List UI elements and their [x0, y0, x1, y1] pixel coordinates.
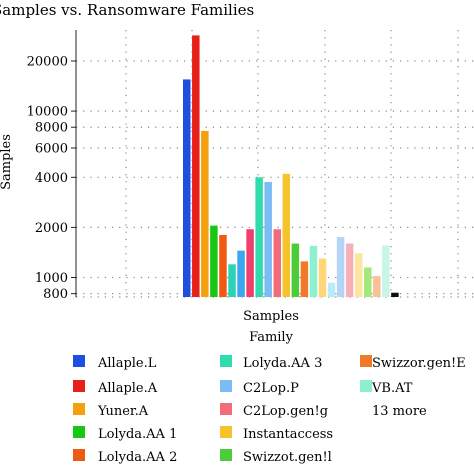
- bar-allaple-a: [192, 35, 200, 298]
- legend: Allaple.L Allaple.A Yuner.A Lolyda.AA 1 Loly…: [73, 355, 466, 465]
- legend-label: VB.AT: [371, 381, 413, 396]
- legend-label: C2Lop.gen!g: [243, 404, 328, 419]
- bar-c2lop-p: [264, 181, 272, 297]
- bar-family-7: [237, 250, 245, 297]
- chart-title: Samples vs. Ransomware Families: [0, 1, 254, 19]
- y-tick-label: 6000: [35, 142, 68, 157]
- legend-swatch: [360, 355, 372, 367]
- bar-c2lop-gen-g: [273, 229, 281, 297]
- bar-series: [183, 35, 399, 298]
- bar-family-24: [391, 292, 399, 297]
- legend-swatch: [220, 380, 232, 392]
- legend-label: Swizzor.gen!E: [372, 356, 466, 371]
- bar-family-21: [364, 267, 372, 297]
- legend-label: C2Lop.P: [243, 381, 299, 396]
- legend-swatch: [220, 355, 232, 367]
- bar-family-16: [318, 258, 327, 297]
- bar-family-18: [336, 237, 345, 297]
- bar-family-23: [382, 245, 390, 297]
- bar-lolyda-aa-2: [219, 235, 227, 297]
- legend-label: Swizzot.gen!l: [243, 450, 332, 465]
- y-axis-label: Samples: [0, 134, 14, 190]
- y-tick-label: 10000: [27, 105, 68, 120]
- legend-swatch: [220, 426, 232, 438]
- legend-label: Instantaccess: [243, 427, 333, 442]
- bar-family-6: [228, 264, 236, 297]
- bar-family-19: [345, 243, 354, 297]
- y-tick-label: 800: [43, 287, 68, 302]
- bar-family-22: [373, 276, 381, 297]
- bar-family-8: [246, 229, 254, 297]
- bar-lolyda-aa-3: [255, 177, 263, 297]
- legend-label: Lolyda.AA 2: [98, 450, 177, 465]
- gridlines: [76, 30, 474, 298]
- legend-swatch: [73, 380, 85, 392]
- legend-label: Allaple.A: [97, 381, 158, 396]
- y-tick-label: 8000: [35, 121, 68, 136]
- y-tick-label: 20000: [27, 55, 68, 70]
- legend-swatch: [220, 449, 232, 461]
- legend-more-label: 13 more: [372, 404, 427, 419]
- x-axis-label: Samples: [243, 309, 299, 324]
- legend-swatch: [220, 403, 232, 415]
- bar-yuner-a: [201, 130, 209, 297]
- y-tick-label: 1000: [35, 271, 68, 286]
- bar-swizzor-gen-e: [300, 261, 309, 297]
- legend-label: Lolyda.AA 1: [98, 427, 177, 442]
- y-tick-label: 4000: [35, 171, 68, 186]
- y-tick-label: 2000: [35, 221, 68, 236]
- x-axis-sublabel: Family: [249, 330, 294, 345]
- bar-vb-at: [309, 245, 318, 297]
- legend-swatch: [73, 403, 85, 415]
- legend-label: Allaple.L: [97, 356, 157, 371]
- bar-family-17: [327, 282, 336, 297]
- legend-swatch: [73, 355, 85, 367]
- legend-swatch: [73, 449, 85, 461]
- bar-lolyda-aa-1: [210, 225, 218, 297]
- legend-swatch: [73, 426, 85, 438]
- legend-label: Lolyda.AA 3: [243, 356, 322, 371]
- bar-allaple-l: [183, 79, 191, 297]
- legend-swatch: [360, 380, 372, 392]
- bar-family-20: [354, 253, 363, 297]
- legend-label: Yuner.A: [97, 404, 149, 419]
- bar-swizzot-gen-l: [291, 243, 300, 297]
- bar-instantaccess: [282, 173, 291, 297]
